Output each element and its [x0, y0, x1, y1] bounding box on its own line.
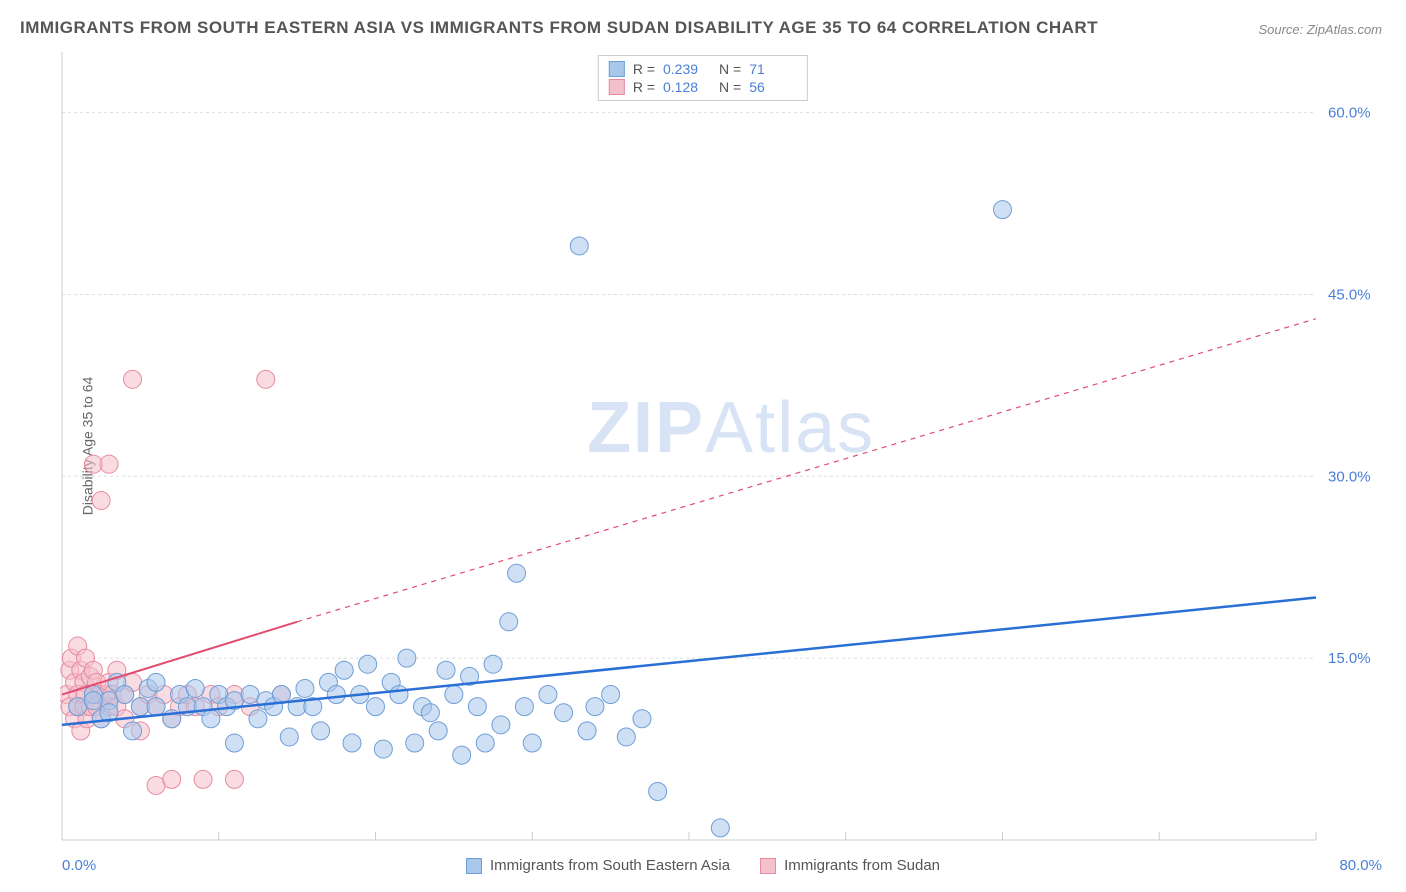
legend-label-sudan: Immigrants from Sudan — [784, 857, 940, 874]
series-legend: Immigrants from South Eastern Asia Immig… — [466, 857, 940, 874]
x-axis-min-label: 0.0% — [62, 857, 96, 874]
r-value-1: 0.239 — [663, 61, 711, 77]
svg-text:45.0%: 45.0% — [1328, 286, 1371, 303]
chart-plot-area: 15.0% 30.0% 45.0% 60.0% — [60, 50, 1386, 842]
n-label: N = — [719, 79, 741, 95]
r-value-2: 0.128 — [663, 79, 711, 95]
source-attribution: Source: ZipAtlas.com — [1258, 22, 1382, 37]
r-label: R = — [633, 61, 655, 77]
legend-row-1: R = 0.239 N = 71 — [609, 60, 797, 78]
r-label: R = — [633, 79, 655, 95]
legend-item-sudan: Immigrants from Sudan — [760, 857, 940, 874]
legend-item-sea: Immigrants from South Eastern Asia — [466, 857, 730, 874]
svg-text:60.0%: 60.0% — [1328, 105, 1371, 122]
svg-text:15.0%: 15.0% — [1328, 650, 1371, 667]
n-label: N = — [719, 61, 741, 77]
n-value-2: 56 — [749, 79, 797, 95]
legend-swatch-pink — [760, 858, 776, 874]
legend-row-2: R = 0.128 N = 56 — [609, 78, 797, 96]
chart-title: IMMIGRANTS FROM SOUTH EASTERN ASIA VS IM… — [20, 18, 1098, 38]
n-value-1: 71 — [749, 61, 797, 77]
legend-label-sea: Immigrants from South Eastern Asia — [490, 857, 730, 874]
legend-swatch-blue — [609, 61, 625, 77]
svg-text:30.0%: 30.0% — [1328, 468, 1371, 485]
x-axis-max-label: 80.0% — [1339, 857, 1382, 874]
correlation-legend: R = 0.239 N = 71 R = 0.128 N = 56 — [598, 55, 808, 101]
legend-swatch-pink — [609, 79, 625, 95]
legend-swatch-blue — [466, 858, 482, 874]
scatter-plot-svg: 15.0% 30.0% 45.0% 60.0% — [60, 50, 1386, 842]
